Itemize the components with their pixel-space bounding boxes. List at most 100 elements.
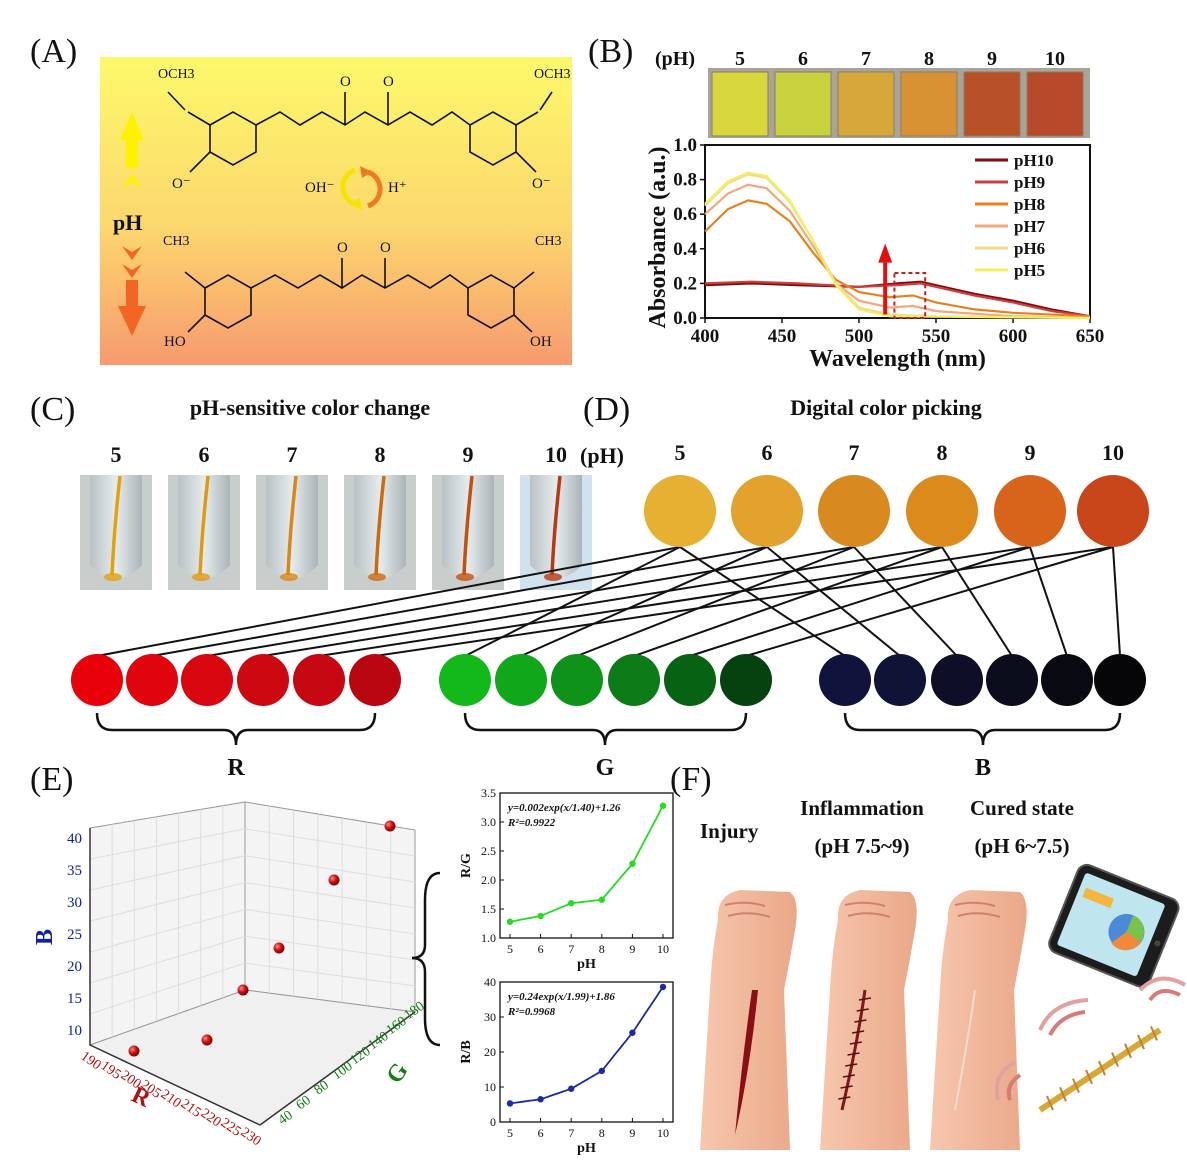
sensor-stitch: [1124, 1043, 1132, 1059]
fit-curve: [509, 805, 664, 923]
phenoxide-left: O⁻: [172, 176, 191, 192]
b-tick-label: 30: [67, 895, 82, 911]
tube-ph-label-7: 7: [287, 442, 298, 467]
b-tick-label: 40: [67, 831, 82, 847]
b-tick-label: 20: [67, 959, 82, 975]
x-tick-label: 5: [507, 942, 513, 956]
connector-r-5: [96, 546, 681, 657]
r-channel-circle-5: [71, 654, 123, 706]
stage-label-injury: Injury: [700, 819, 759, 843]
panel-label-b: (B): [588, 33, 633, 70]
tube-stream-5: [110, 475, 122, 576]
g-channel-circle-9: [664, 654, 716, 706]
grid-left-h: [89, 855, 246, 891]
b-channel-circle-7: [931, 654, 983, 706]
x-tick-label: 8: [599, 942, 605, 956]
ph-up-arrow: [120, 112, 144, 188]
y-axis-title: R/B: [459, 1040, 474, 1063]
stitch: [847, 1052, 860, 1056]
cuvette-7: [837, 71, 895, 137]
y-tick-label: 0.4: [673, 239, 697, 260]
wireless-sensor-illustration: [994, 976, 1187, 1113]
panel-a: pH O O OCH3 OCH3 O⁻ O⁻: [100, 57, 572, 365]
ketone-o-1: O: [340, 74, 351, 90]
y-axis-title: R/G: [459, 853, 474, 878]
panel-d: Digital color picking (pH) 5 6 7 8 9 10 R G B: [71, 395, 1149, 781]
grid-right-h: [244, 908, 416, 935]
x-tick-label: 8: [599, 1126, 605, 1140]
ketone-o-4: O: [380, 240, 391, 256]
connector-g-7: [576, 546, 855, 657]
data-point-5: [506, 1100, 514, 1107]
data-point-9: [629, 1029, 636, 1036]
x-tick-label: 9: [629, 1126, 635, 1140]
scatter3d-point-6: [384, 820, 396, 832]
tube-stream-10: [550, 475, 562, 576]
stitch: [845, 1063, 858, 1067]
cuvette-ph-header: (pH): [655, 48, 695, 70]
g-channel-circle-5: [439, 654, 491, 706]
tube-ph-label-5: 5: [111, 442, 122, 467]
panel-label-d: (D): [583, 391, 630, 428]
legend-label-pH8: pH8: [1014, 195, 1045, 214]
back-wall-right: [244, 801, 416, 1013]
g-axis-title: G: [382, 1058, 414, 1088]
data-point-7: [568, 900, 575, 907]
scatter3d-point-3: [237, 984, 249, 996]
channel-brace-R: [95, 712, 377, 746]
y-tick-label: 1.0: [481, 931, 496, 945]
y-tick-label: 2.0: [481, 873, 496, 887]
series-line-pH9: [704, 280, 1091, 318]
tube-sediment-6: [192, 573, 210, 581]
stitch: [849, 1041, 862, 1045]
rgb-connector-lines: [96, 546, 1121, 657]
rgb-3d-scatter: 10152025303540B1901952002052102152202252…: [32, 801, 427, 1149]
grid-right-h: [244, 882, 416, 909]
fit-equation: y=0.24exp(x/1.99)+1.86: [506, 991, 615, 1003]
sample-color-circle-10: [1077, 475, 1149, 547]
stitch: [854, 1019, 867, 1023]
cuvette-ph-label-10: 10: [1045, 48, 1065, 70]
sensor-stitch: [1150, 1026, 1158, 1041]
methoxy-right-top: OCH3: [534, 67, 571, 82]
tube-stream-6: [198, 475, 210, 576]
data-point-8: [598, 1067, 605, 1075]
cuvette-5: [711, 71, 769, 137]
x-tick-label: 500: [845, 326, 874, 347]
scatter3d-point-1: [128, 1045, 140, 1057]
sample-color-circle-7: [818, 475, 890, 547]
x-axis-title: pH: [577, 1141, 596, 1156]
smartphone-illustration: [1048, 863, 1180, 988]
tube-ph-label-6: 6: [199, 442, 210, 467]
sample-color-circle-6: [731, 475, 803, 547]
r-channel-circle-9: [293, 654, 345, 706]
y-tick-label: 0.0: [673, 308, 697, 329]
cuvette-ph-label-8: 8: [924, 48, 934, 70]
channel-label-R: R: [227, 755, 245, 781]
cuvette-9: [963, 71, 1021, 137]
legend-label-pH9: pH9: [1014, 173, 1045, 192]
x-tick-label: 10: [657, 942, 669, 956]
y-tick-label: 0.8: [673, 170, 697, 191]
b-channel-circle-6: [874, 654, 926, 706]
fit-equation: y=0.002exp(x/1.40)+1.26: [506, 802, 621, 814]
sample-ph-label-7: 7: [849, 440, 860, 465]
x-tick-label: 600: [999, 326, 1028, 347]
ph-axis-label: pH: [113, 210, 142, 235]
cuvette-ph-label-9: 9: [987, 48, 997, 70]
y-tick-label: 0: [490, 1115, 496, 1129]
connector-g-8: [633, 546, 943, 657]
panel-label-e: (E): [30, 761, 73, 798]
g-channel-circle-7: [551, 654, 603, 706]
channel-brace-G: [463, 712, 748, 746]
panel-label-c: (C): [30, 391, 75, 428]
sample-ph-label-10: 10: [1102, 440, 1124, 465]
legend-label-pH5: pH5: [1014, 261, 1045, 280]
x-tick-label: 7: [568, 1126, 574, 1140]
channel-label-B: B: [975, 755, 991, 781]
methoxy-left-top: OCH3: [158, 67, 195, 82]
grid-left-h: [89, 908, 246, 953]
panel-b: (pH) 5 6 7 8 9 10 400 450 500 550 600 650 0.0 0.2 0.4…: [645, 48, 1104, 372]
tube-stream-7: [286, 475, 298, 576]
hydroxide-label: OH⁻: [305, 180, 335, 196]
